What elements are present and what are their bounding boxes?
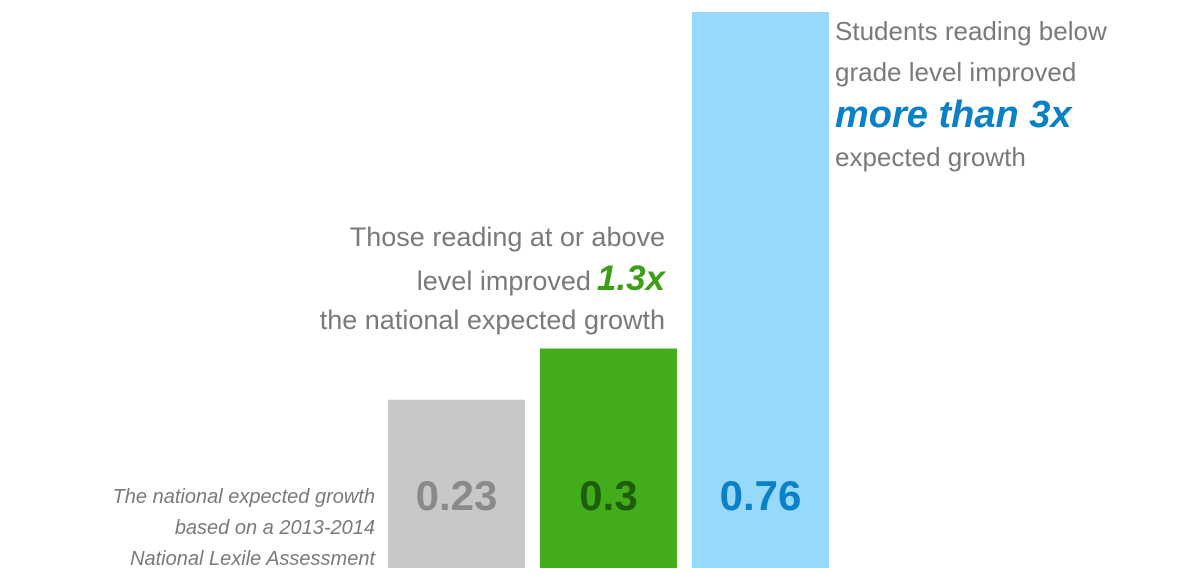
note-middle: Those reading at or above level improved… <box>320 222 667 335</box>
value-label: 0.23 <box>416 472 498 519</box>
annotation-line: Those reading at or above <box>350 222 665 252</box>
annotation-line: expected growth <box>835 142 1026 172</box>
annotation-line: Students reading below <box>835 16 1107 46</box>
value-label: 0.76 <box>720 472 802 519</box>
annotation-line: the national expected growth <box>320 305 665 335</box>
note-right: Students reading below grade level impro… <box>835 16 1107 172</box>
annotation-line: grade level improved <box>835 57 1076 87</box>
annotation-line: based on a 2013-2014 <box>175 517 375 539</box>
value-label: 0.3 <box>579 472 637 519</box>
annotation-line: level improved 1.3x <box>417 259 667 298</box>
annotation-line: level improved <box>417 266 591 296</box>
annotation-emphasis: more than 3x <box>835 94 1073 136</box>
bar <box>388 399 525 568</box>
annotation-line: The national expected growth <box>113 486 375 508</box>
annotation-emphasis: 1.3x <box>597 259 667 298</box>
bar <box>692 12 829 568</box>
note-left: The national expected growth based on a … <box>113 486 377 570</box>
annotation-line: National Lexile Assessment <box>130 548 376 570</box>
bar <box>540 348 677 568</box>
